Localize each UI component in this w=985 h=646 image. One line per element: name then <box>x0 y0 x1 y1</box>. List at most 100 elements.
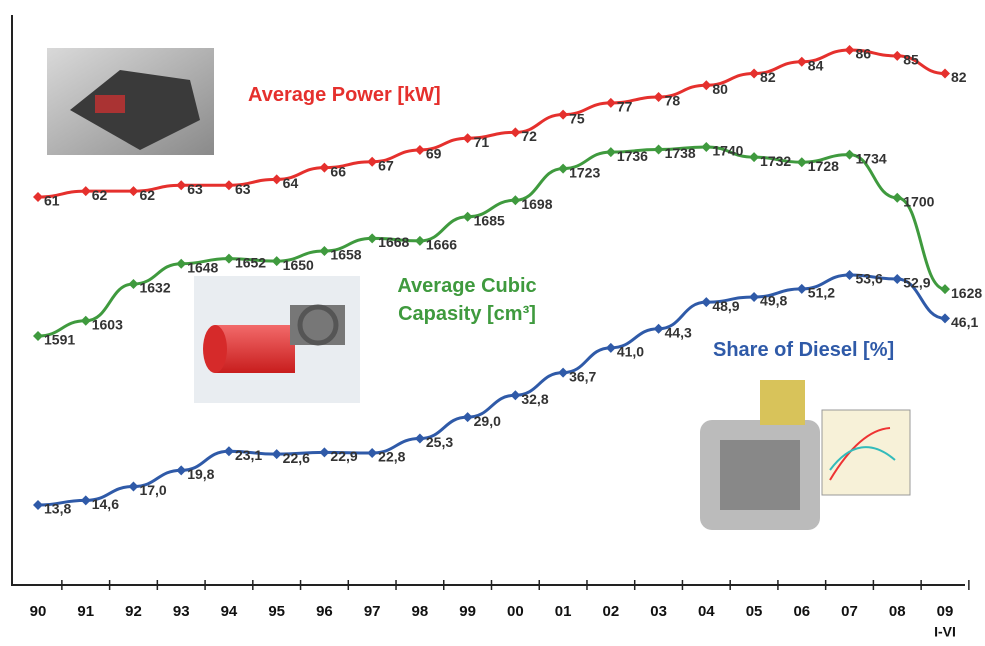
x-tick-label: 02 <box>602 603 619 620</box>
data-label: 23,1 <box>235 447 262 463</box>
series-title: Share of Diesel [%] <box>713 336 894 364</box>
data-label: 1738 <box>665 145 696 161</box>
data-label: 36,7 <box>569 368 596 384</box>
data-label: 1723 <box>569 164 600 180</box>
marker <box>319 246 329 256</box>
data-label: 1658 <box>330 247 361 263</box>
data-label: 48,9 <box>712 298 739 314</box>
marker <box>367 448 377 458</box>
data-label: 71 <box>474 134 490 150</box>
marker <box>81 186 91 196</box>
data-label: 32,8 <box>521 391 548 407</box>
marker <box>224 446 234 456</box>
data-label: 53,6 <box>856 271 883 287</box>
marker <box>606 343 616 353</box>
marker <box>128 279 138 289</box>
x-tick-label: 90 <box>30 603 47 620</box>
marker <box>33 500 43 510</box>
data-label: 63 <box>187 181 203 197</box>
data-label: 19,8 <box>187 466 214 482</box>
x-tick-label: 92 <box>125 603 142 620</box>
x-tick-label: 00 <box>507 603 524 620</box>
marker <box>463 212 473 222</box>
marker <box>940 313 950 323</box>
data-label: 22,6 <box>283 450 310 466</box>
marker <box>415 236 425 246</box>
marker <box>367 233 377 243</box>
marker <box>797 157 807 167</box>
data-label: 1603 <box>92 316 123 332</box>
data-label: 63 <box>235 181 251 197</box>
marker <box>654 145 664 155</box>
data-label: 1736 <box>617 148 648 164</box>
data-label: 82 <box>951 69 967 85</box>
x-tick-label: 04 <box>698 603 715 620</box>
marker <box>606 98 616 108</box>
data-label: 46,1 <box>951 314 978 330</box>
car-photo <box>47 48 214 155</box>
series-title: Average Power [kW] <box>248 81 441 109</box>
marker <box>892 274 902 284</box>
marker <box>940 284 950 294</box>
chart: 9091929394959697989900010203040506070809… <box>0 0 985 646</box>
data-label: 62 <box>92 187 108 203</box>
data-label: 44,3 <box>665 324 692 340</box>
marker <box>81 316 91 326</box>
marker <box>749 152 759 162</box>
marker <box>463 412 473 422</box>
data-label: 66 <box>330 163 346 179</box>
marker <box>319 447 329 457</box>
data-label: 1732 <box>760 153 791 169</box>
marker <box>558 368 568 378</box>
data-label: 78 <box>665 93 681 109</box>
marker <box>463 133 473 143</box>
x-tick-label: 93 <box>173 603 190 620</box>
marker <box>272 449 282 459</box>
x-tick-label: 99 <box>459 603 476 620</box>
marker <box>415 434 425 444</box>
cylinder-image <box>194 276 360 403</box>
data-label: 61 <box>44 193 60 209</box>
data-label: 51,2 <box>808 285 835 301</box>
marker <box>272 174 282 184</box>
marker <box>892 51 902 61</box>
data-label: 17,0 <box>139 482 166 498</box>
marker <box>701 297 711 307</box>
marker <box>654 324 664 334</box>
marker <box>797 284 807 294</box>
marker <box>33 192 43 202</box>
marker <box>224 254 234 264</box>
marker <box>176 465 186 475</box>
data-label: 62 <box>139 187 155 203</box>
marker <box>367 157 377 167</box>
data-label: 67 <box>378 157 394 173</box>
marker <box>176 259 186 269</box>
x-tick-label: 98 <box>412 603 429 620</box>
data-label: 1632 <box>139 280 170 296</box>
marker <box>701 80 711 90</box>
marker <box>892 193 902 203</box>
marker <box>558 164 568 174</box>
marker <box>845 45 855 55</box>
marker <box>33 331 43 341</box>
data-label: 1734 <box>856 150 887 166</box>
x-tick-label: 94 <box>221 603 238 620</box>
marker <box>749 69 759 79</box>
marker <box>81 495 91 505</box>
data-label: 22,9 <box>330 448 357 464</box>
marker <box>128 482 138 492</box>
data-label: 14,6 <box>92 496 119 512</box>
engine-image <box>700 380 910 530</box>
marker <box>224 180 234 190</box>
data-label: 75 <box>569 110 585 126</box>
data-label: 72 <box>521 128 537 144</box>
x-tick-label: 03 <box>650 603 667 620</box>
data-label: 13,8 <box>44 501 71 517</box>
data-label: 1728 <box>808 158 839 174</box>
series-title: Average Cubic Capasity [cm³] <box>382 272 552 328</box>
x-tick-label: 06 <box>793 603 810 620</box>
data-label: 1668 <box>378 234 409 250</box>
marker <box>128 186 138 196</box>
data-label: 1666 <box>426 237 457 253</box>
marker <box>176 180 186 190</box>
